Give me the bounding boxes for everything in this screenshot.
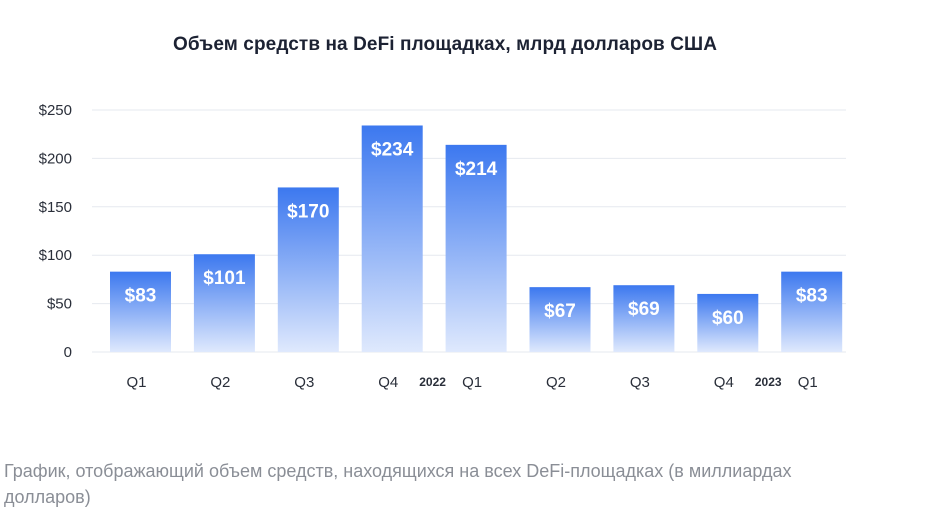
year-marker: 2023 [755, 375, 782, 389]
x-tick-label: Q4 [378, 374, 398, 391]
bar [277, 187, 339, 352]
y-tick-label: $100 [39, 247, 72, 264]
bar-value-label: $83 [125, 286, 157, 307]
bar-value-label: $67 [544, 301, 576, 322]
y-axis: 0 $50 $100 $150 $200 $250 [39, 102, 72, 361]
chart-title: Объем средств на DeFi площадках, млрд до… [172, 34, 718, 55]
y-tick-label: 0 [64, 344, 72, 361]
bar-value-label: $234 [371, 139, 414, 160]
x-tick-label: Q2 [210, 374, 230, 391]
bar-value-label: $170 [287, 201, 329, 222]
bar [697, 293, 759, 352]
bar-value-label: $60 [712, 308, 744, 329]
y-tick-label: $50 [47, 296, 72, 313]
bar [445, 144, 507, 352]
x-tick-label: Q4 [714, 374, 734, 391]
x-tick-label: Q3 [294, 374, 314, 391]
y-tick-label: $150 [39, 199, 72, 216]
x-axis: Q1 Q2 Q3 Q4 Q1 Q2 Q3 Q4 Q1 2022 2023 [126, 374, 817, 391]
x-tick-label: Q1 [126, 374, 146, 391]
bar-value-label: $69 [628, 299, 660, 320]
bar [613, 285, 675, 352]
bar-value-label: $101 [203, 268, 246, 289]
bar [361, 125, 423, 352]
x-tick-label: Q1 [462, 374, 482, 391]
x-tick-label: Q1 [798, 374, 818, 391]
y-tick-label: $250 [39, 102, 72, 119]
y-tick-label: $200 [39, 150, 72, 167]
image-caption: График, отображающий объем средств, нахо… [4, 461, 792, 507]
x-tick-label: Q3 [630, 374, 650, 391]
bar-value-label: $214 [455, 159, 498, 180]
bars: $83 $101 $170 $234 $214 $67 $69 $60 $83 [110, 125, 843, 352]
bar [781, 271, 843, 352]
bar-value-label: $83 [796, 286, 828, 307]
year-marker: 2022 [419, 375, 446, 389]
bar [110, 271, 171, 352]
bar [193, 254, 255, 352]
bar-chart: 0 $50 $100 $150 $200 $250 $83 $101 $170 $234 $214… [39, 102, 846, 391]
bar [529, 287, 591, 352]
x-tick-label: Q2 [546, 374, 566, 391]
